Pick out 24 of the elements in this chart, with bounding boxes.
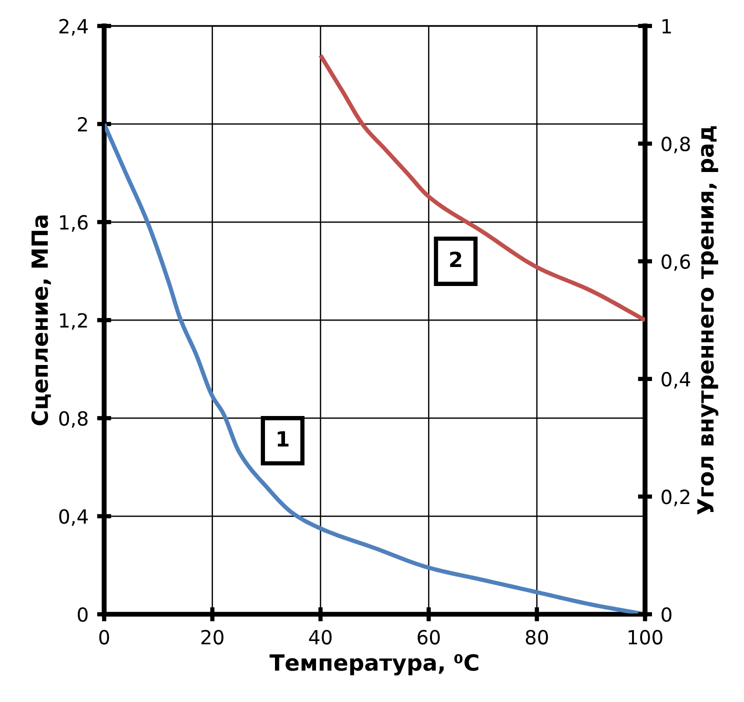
y-tick-label: 1,2 [60,313,87,330]
annotation: 1 [278,431,288,446]
x-tick-label: 20 [201,630,224,645]
x-tick-label: 40 [309,630,332,645]
y-tick-label: 0,8 [59,411,88,428]
y-tick-label: 0 [78,607,88,622]
y-tick-label: 1,6 [60,215,88,232]
x-tick-label: 60 [418,630,440,645]
x-tick-label: 100 [628,630,662,645]
y-tick-label: 2,4 [59,18,88,36]
x-tick-label: 0 [99,630,110,645]
annotation: 2 [450,252,462,268]
x-axis-title: Температура, ⁰C [270,654,478,676]
y-axis-title: Сцепление, МПа [31,216,51,426]
y-tick-label: 0,4 [59,509,88,526]
y2-tick-label: 0,8 [662,136,690,154]
x-tick-label: 80 [526,630,548,645]
y2-tick-label: 0,4 [662,372,690,389]
y2-tick-label: 0 [662,607,672,622]
y2-tick-label: 1 [662,19,671,34]
y2-axis-title: Угол внутреннего трения, рад [697,126,718,515]
y-tick-label: 2 [78,116,87,132]
y2-tick-label: 0,2 [662,490,690,506]
y2-tick-label: 0,6 [662,254,690,271]
